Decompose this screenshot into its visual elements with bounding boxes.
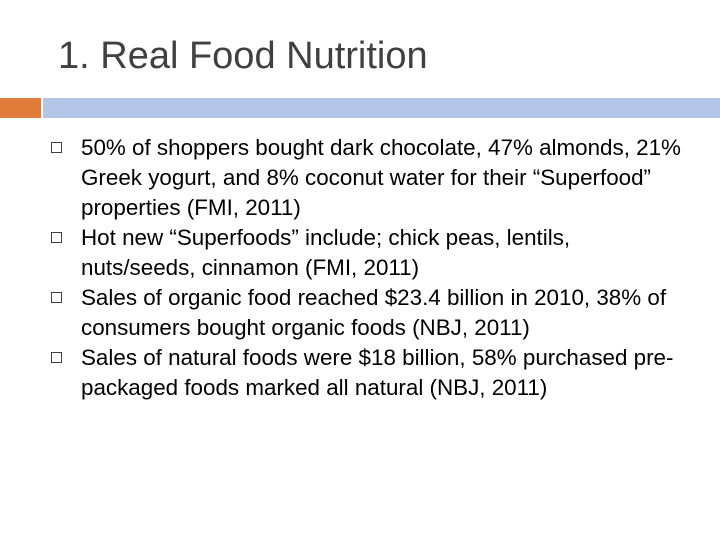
bullet-text: 50% of shoppers bought dark chocolate, 4… [81,135,681,220]
bullet-text: Sales of organic food reached $23.4 bill… [81,285,667,340]
bullet-item: 50% of shoppers bought dark chocolate, 4… [0,133,720,223]
bullet-item: Hot new “Superfoods” include; chick peas… [0,223,720,283]
bullet-text: Hot new “Superfoods” include; chick peas… [81,225,571,280]
hollow-square-bullet-icon [51,142,62,153]
hollow-square-bullet-icon [51,352,62,363]
bullet-list: 50% of shoppers bought dark chocolate, 4… [0,133,720,403]
title-accent-bar [0,98,41,118]
title-rule-bar [43,98,720,118]
bullet-text: Sales of natural foods were $18 billion,… [81,345,674,400]
hollow-square-bullet-icon [51,292,62,303]
bullet-item: Sales of organic food reached $23.4 bill… [0,283,720,343]
hollow-square-bullet-icon [51,232,62,243]
bullet-item: Sales of natural foods were $18 billion,… [0,343,720,403]
slide-title: 1. Real Food Nutrition [58,35,428,77]
